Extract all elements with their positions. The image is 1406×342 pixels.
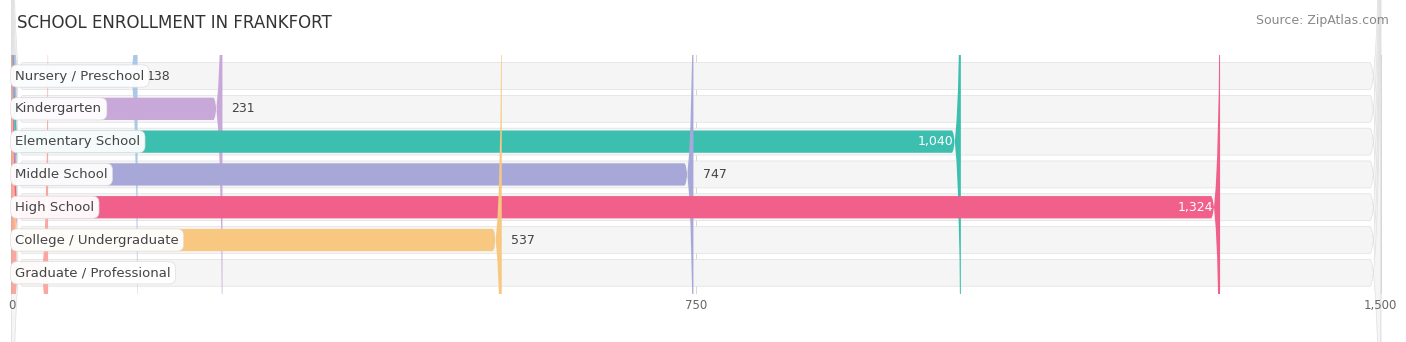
FancyBboxPatch shape [11, 0, 1381, 342]
FancyBboxPatch shape [11, 0, 1381, 342]
Text: Elementary School: Elementary School [15, 135, 141, 148]
FancyBboxPatch shape [11, 0, 960, 342]
Text: SCHOOL ENROLLMENT IN FRANKFORT: SCHOOL ENROLLMENT IN FRANKFORT [17, 14, 332, 32]
Text: 231: 231 [232, 102, 256, 115]
Text: Graduate / Professional: Graduate / Professional [15, 266, 172, 279]
Text: 1,324: 1,324 [1177, 201, 1213, 214]
Text: Middle School: Middle School [15, 168, 108, 181]
FancyBboxPatch shape [11, 0, 693, 342]
Text: 747: 747 [703, 168, 727, 181]
Text: Kindergarten: Kindergarten [15, 102, 103, 115]
Text: 138: 138 [146, 69, 170, 82]
Text: 537: 537 [510, 234, 534, 247]
Text: Nursery / Preschool: Nursery / Preschool [15, 69, 145, 82]
FancyBboxPatch shape [11, 0, 1381, 342]
Text: College / Undergraduate: College / Undergraduate [15, 234, 179, 247]
FancyBboxPatch shape [11, 0, 1381, 342]
FancyBboxPatch shape [11, 0, 48, 342]
FancyBboxPatch shape [11, 0, 1220, 342]
Text: 1,040: 1,040 [918, 135, 953, 148]
Text: 40: 40 [58, 266, 73, 279]
FancyBboxPatch shape [11, 0, 222, 342]
FancyBboxPatch shape [11, 0, 1381, 342]
Text: Source: ZipAtlas.com: Source: ZipAtlas.com [1256, 14, 1389, 27]
Text: High School: High School [15, 201, 94, 214]
FancyBboxPatch shape [11, 0, 1381, 342]
FancyBboxPatch shape [11, 0, 502, 342]
FancyBboxPatch shape [11, 0, 138, 342]
FancyBboxPatch shape [11, 0, 1381, 342]
